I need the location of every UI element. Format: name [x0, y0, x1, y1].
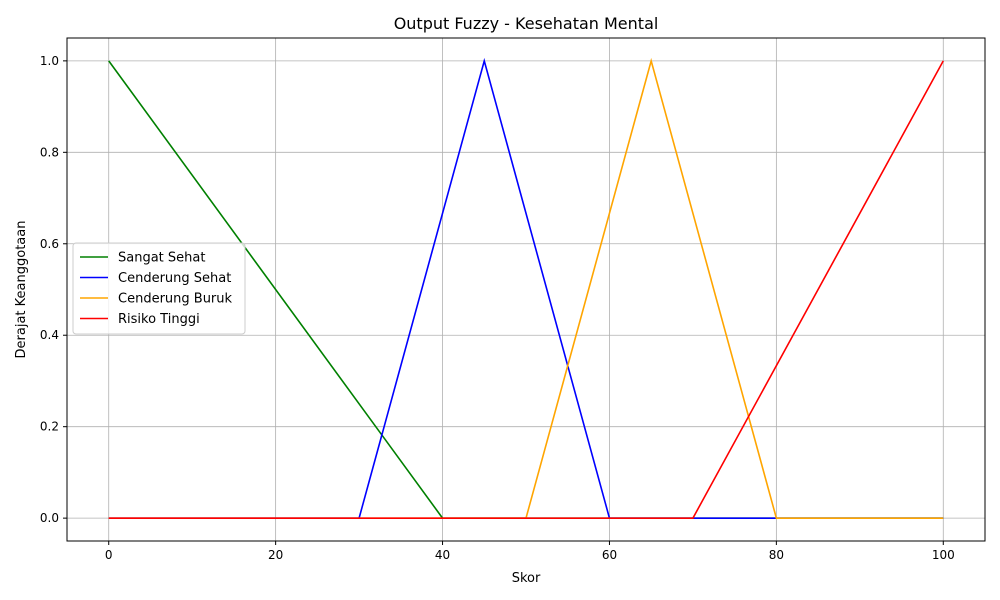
- x-tick-label: 60: [602, 548, 617, 562]
- y-tick-label: 0.6: [40, 237, 59, 251]
- x-tick-label: 0: [105, 548, 113, 562]
- chart-title: Output Fuzzy - Kesehatan Mental: [394, 14, 659, 33]
- plot-frame: [66, 37, 986, 542]
- axis-ticks: 0 20 40 60 80 100 0.0 0.2 0.4 0.6 0.8 1.0: [40, 54, 955, 562]
- x-tick-label: 100: [932, 548, 955, 562]
- y-tick-label: 0.4: [40, 328, 59, 342]
- legend: Sangat Sehat Cenderung Sehat Cenderung Bur…: [72, 242, 246, 335]
- series-line-4: [108, 60, 944, 519]
- x-tick-label: 20: [268, 548, 283, 562]
- y-tick-label: 0.2: [40, 420, 59, 434]
- legend-label-4: Risiko Tinggi: [118, 312, 200, 327]
- y-axis-label: Derajat Keanggotaan: [14, 221, 29, 359]
- x-tick-label: 40: [435, 548, 450, 562]
- legend-label-3: Cenderung Buruk: [118, 292, 233, 307]
- x-axis-label: Skor: [512, 571, 541, 586]
- x-tick-label: 80: [769, 548, 784, 562]
- y-tick-label: 1.0: [40, 54, 59, 68]
- y-tick-label: 0.8: [40, 145, 59, 159]
- legend-label-1: Sangat Sehat: [118, 251, 205, 266]
- legend-box: [72, 242, 246, 335]
- y-tick-label: 0.0: [40, 511, 59, 525]
- legend-label-2: Cenderung Sehat: [118, 271, 231, 286]
- series-lines: [108, 57, 944, 519]
